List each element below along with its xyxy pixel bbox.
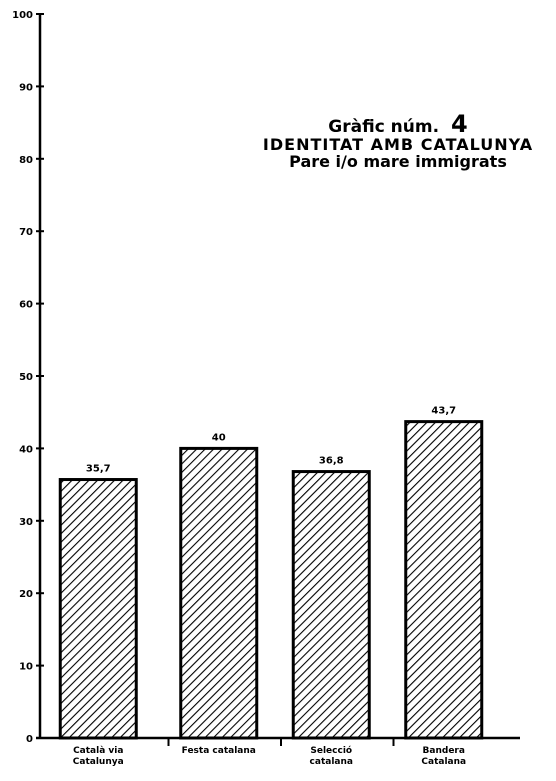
y-tick-label: 80 xyxy=(19,155,33,166)
chart-title: IDENTITAT AMB CATALUNYA xyxy=(262,135,534,155)
x-tick-label: catalana xyxy=(310,757,353,767)
y-tick-label: 20 xyxy=(19,589,33,600)
chart-title-line: Gràfic núm. 4 xyxy=(240,110,556,138)
y-tick-label: 50 xyxy=(19,372,33,383)
x-tick-label: Festa catalana xyxy=(182,746,256,756)
y-tick-label: 0 xyxy=(26,734,33,745)
chart-subtitle: Pare i/o mare immigrats xyxy=(289,151,507,171)
bar-value-label: 36,8 xyxy=(319,456,344,467)
y-tick-label: 60 xyxy=(19,300,33,311)
chart-title-prefix: Gràfic núm. xyxy=(328,117,440,137)
y-tick-label: 30 xyxy=(19,517,33,528)
y-tick-label: 90 xyxy=(19,82,33,93)
bar xyxy=(291,470,371,740)
chart-title-number: 4 xyxy=(451,110,468,138)
bar-value-label: 35,7 xyxy=(86,464,111,475)
x-tick-label: Selecció xyxy=(310,745,352,756)
y-tick-label: 10 xyxy=(19,662,33,673)
x-tick-label: Catalunya xyxy=(73,757,124,767)
x-tick-label: Catalana xyxy=(421,757,466,767)
y-tick-label: 100 xyxy=(12,10,33,21)
y-tick-label: 70 xyxy=(19,227,33,238)
chart-title-block: Gràfic núm. 4 IDENTITAT AMB CATALUNYA Pa… xyxy=(240,110,556,171)
x-tick-label: Bandera xyxy=(423,746,465,756)
bar-value-label: 40 xyxy=(212,432,226,443)
x-tick-label: Català via xyxy=(73,746,123,756)
y-tick-label: 40 xyxy=(19,444,33,455)
bar xyxy=(179,446,259,740)
bar-value-label: 43,7 xyxy=(431,406,456,417)
bar xyxy=(404,420,484,740)
bar xyxy=(58,478,138,740)
